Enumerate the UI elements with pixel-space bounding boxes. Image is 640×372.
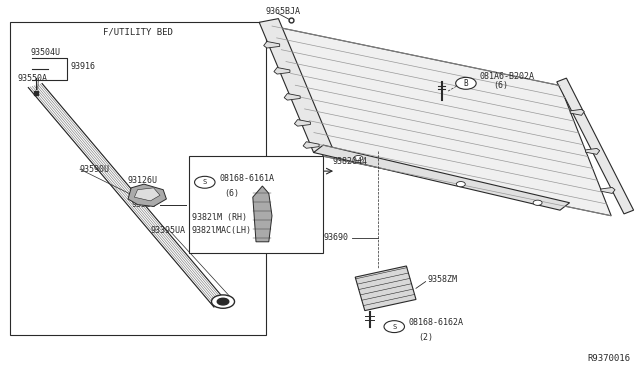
Polygon shape bbox=[264, 41, 280, 48]
Polygon shape bbox=[128, 184, 166, 206]
Text: 93500: 93500 bbox=[132, 200, 157, 209]
Text: 08168-6161A: 08168-6161A bbox=[220, 174, 275, 183]
Polygon shape bbox=[557, 78, 634, 214]
Circle shape bbox=[217, 298, 228, 305]
Polygon shape bbox=[134, 188, 160, 201]
Circle shape bbox=[384, 321, 404, 333]
Circle shape bbox=[456, 77, 476, 89]
Text: 081A6-B202A: 081A6-B202A bbox=[480, 72, 535, 81]
Circle shape bbox=[211, 295, 234, 308]
Circle shape bbox=[195, 176, 215, 188]
Polygon shape bbox=[294, 120, 310, 126]
Text: 9382044: 9382044 bbox=[333, 157, 368, 166]
Text: 9382lMAC(LH): 9382lMAC(LH) bbox=[192, 226, 252, 235]
Text: S: S bbox=[392, 324, 396, 330]
Polygon shape bbox=[314, 145, 570, 210]
Text: 93126U: 93126U bbox=[128, 176, 158, 185]
Text: 9358ZM: 9358ZM bbox=[428, 275, 458, 284]
Text: 93504U: 93504U bbox=[31, 48, 61, 57]
Text: 08168-6162A: 08168-6162A bbox=[408, 318, 463, 327]
Text: (6): (6) bbox=[224, 189, 239, 198]
Text: B: B bbox=[463, 79, 468, 88]
Text: (6): (6) bbox=[493, 81, 508, 90]
Polygon shape bbox=[303, 142, 319, 148]
Polygon shape bbox=[253, 186, 272, 242]
Polygon shape bbox=[259, 19, 333, 153]
Polygon shape bbox=[355, 266, 416, 311]
Text: S: S bbox=[203, 179, 207, 185]
Circle shape bbox=[533, 200, 542, 205]
Text: 9382lM (RH): 9382lM (RH) bbox=[192, 213, 247, 222]
Bar bbox=[189, 156, 323, 253]
Text: 93916: 93916 bbox=[70, 62, 95, 71]
Polygon shape bbox=[284, 93, 300, 100]
Polygon shape bbox=[272, 26, 611, 216]
Text: F/UTILITY BED: F/UTILITY BED bbox=[102, 28, 173, 37]
Text: 93590U: 93590U bbox=[80, 165, 110, 174]
Polygon shape bbox=[274, 67, 290, 74]
Text: 93395UA: 93395UA bbox=[150, 226, 186, 235]
Text: (2): (2) bbox=[419, 333, 433, 341]
Text: 93690: 93690 bbox=[324, 233, 349, 242]
Text: R9370016: R9370016 bbox=[588, 354, 630, 363]
Bar bbox=[10, 22, 266, 335]
Circle shape bbox=[354, 155, 363, 161]
Polygon shape bbox=[586, 148, 600, 154]
Text: 9365BJA: 9365BJA bbox=[266, 7, 301, 16]
Polygon shape bbox=[601, 187, 615, 193]
Circle shape bbox=[456, 182, 465, 187]
Polygon shape bbox=[570, 109, 584, 115]
Text: 93550A: 93550A bbox=[18, 74, 48, 83]
